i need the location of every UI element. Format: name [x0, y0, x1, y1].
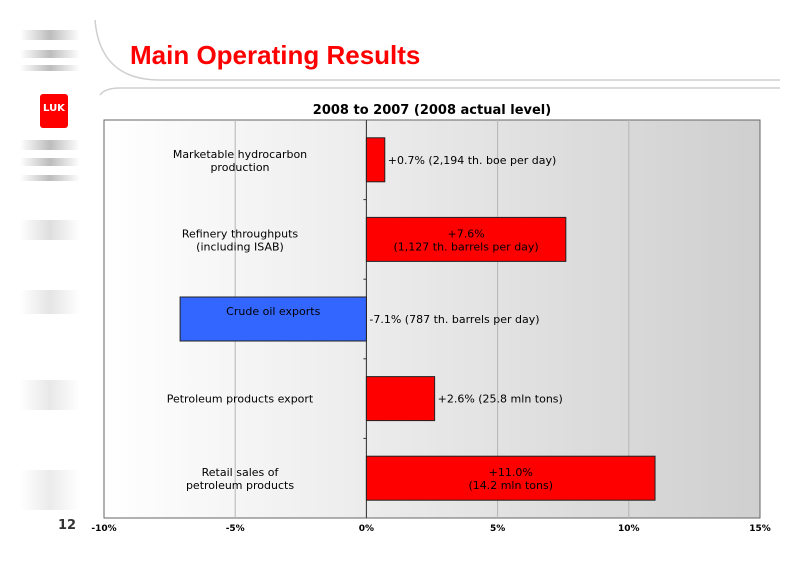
- category-label-line: Crude oil exports: [226, 305, 320, 318]
- category-label: Petroleum products export: [167, 393, 314, 406]
- tick-label: 0%: [359, 524, 374, 534]
- tick-label: 10%: [618, 524, 640, 534]
- chart-title: 2008 to 2007 (2008 actual level): [313, 103, 551, 118]
- data-label-line: (14.2 mln tons): [468, 479, 553, 492]
- data-label: +2.6% (25.8 mln tons): [438, 393, 563, 406]
- category-label: Refinery throughputs (including ISAB): [182, 227, 299, 253]
- category-label: Crude oil exports: [226, 305, 320, 318]
- category-label-line: Marketable hydrocarbon: [173, 148, 307, 161]
- category-label-line: Refinery throughputs: [182, 227, 299, 240]
- bar: [179, 296, 367, 342]
- data-label: +7.6% (1,127 th. barrels per day): [393, 227, 538, 253]
- category-label: Retail sales of petroleum products: [186, 466, 294, 492]
- category-label: Marketable hydrocarbon production: [173, 148, 307, 174]
- header-decoration: [94, 19, 780, 96]
- lukoil-logo: LUK: [40, 94, 68, 128]
- data-label-line: +7.6%: [448, 227, 485, 240]
- bar: [365, 216, 567, 262]
- category-label-line: Petroleum products export: [167, 393, 314, 406]
- data-label-line: +2.6% (25.8 mln tons): [438, 393, 563, 406]
- tick-label: 15%: [749, 524, 771, 534]
- data-label: +11.0% (14.2 mln tons): [468, 466, 553, 492]
- bar: [365, 376, 436, 422]
- tick-label: 5%: [490, 524, 505, 534]
- decorative-stripes: [20, 30, 80, 510]
- tick-label: -5%: [226, 524, 245, 534]
- page-number: 12: [58, 518, 77, 533]
- category-label-line: (including ISAB): [196, 240, 284, 253]
- data-label-line: +0.7% (2,194 th. boe per day): [388, 154, 557, 167]
- category-label-line: petroleum products: [186, 479, 294, 492]
- data-label-line: -7.1% (787 th. barrels per day): [369, 313, 539, 326]
- category-label-line: production: [210, 161, 269, 174]
- bar: [365, 137, 386, 183]
- data-label-line: +11.0%: [489, 466, 533, 479]
- tick-label: -10%: [91, 524, 116, 534]
- category-label-line: Retail sales of: [202, 466, 280, 479]
- bar: [365, 455, 656, 501]
- page-title: Main Operating Results: [130, 40, 421, 70]
- logo-text: LUK: [43, 103, 65, 114]
- data-label: +0.7% (2,194 th. boe per day): [388, 154, 557, 167]
- data-label: -7.1% (787 th. barrels per day): [369, 313, 539, 326]
- data-label-line: (1,127 th. barrels per day): [393, 240, 538, 253]
